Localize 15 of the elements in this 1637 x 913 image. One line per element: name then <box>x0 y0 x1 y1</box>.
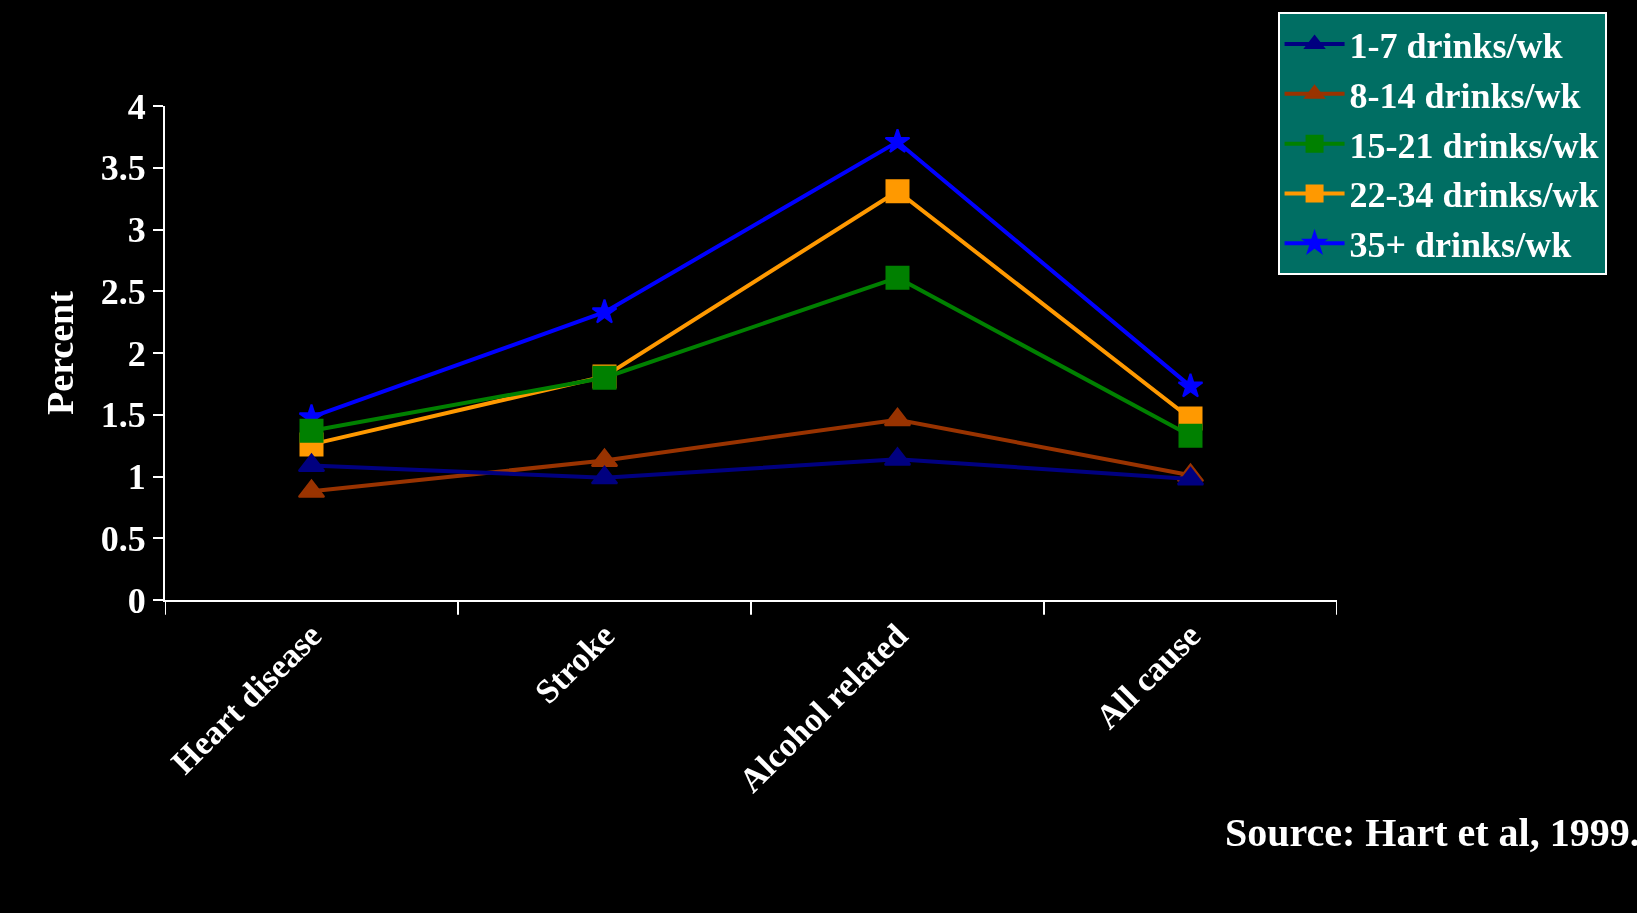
legend-label: 15-21 drinks/wk <box>1349 125 1599 166</box>
y-tick-label: 4 <box>127 86 146 127</box>
legend-label: 22-34 drinks/wk <box>1349 175 1599 216</box>
legend-label: 35+ drinks/wk <box>1349 225 1572 266</box>
y-tick-label: 1 <box>127 457 146 498</box>
y-tick-label: 3 <box>127 210 146 251</box>
y-tick-label: 2 <box>127 333 146 374</box>
legend-label: 1-7 drinks/wk <box>1349 26 1563 67</box>
y-tick-label: 3.5 <box>100 148 146 189</box>
y-tick-label: 2.5 <box>100 271 146 312</box>
y-axis-title: Percent <box>39 290 82 415</box>
legend-label: 8-14 drinks/wk <box>1349 75 1581 116</box>
y-tick-label: 0.5 <box>100 518 146 559</box>
y-tick-label: 0 <box>127 580 146 621</box>
y-tick-label: 1.5 <box>100 395 146 436</box>
